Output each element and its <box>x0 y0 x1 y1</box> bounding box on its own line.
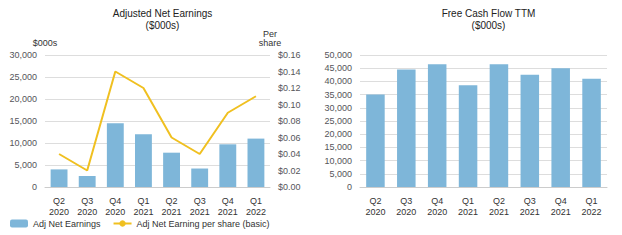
svg-text:Q2: Q2 <box>369 196 381 206</box>
svg-text:Q4: Q4 <box>109 196 121 206</box>
svg-text:10,000: 10,000 <box>9 138 37 148</box>
svg-text:Free Cash Flow TTM: Free Cash Flow TTM <box>442 8 536 19</box>
svg-text:10,000: 10,000 <box>324 156 352 166</box>
svg-text:$0.12: $0.12 <box>278 83 301 93</box>
svg-text:35,000: 35,000 <box>324 90 352 100</box>
svg-text:45,000: 45,000 <box>324 63 352 73</box>
svg-text:40,000: 40,000 <box>324 76 352 86</box>
svg-text:Adj Net Earning per share (bas: Adj Net Earning per share (basic) <box>137 219 270 229</box>
svg-text:30,000: 30,000 <box>324 103 352 113</box>
svg-text:$0.00: $0.00 <box>278 182 301 192</box>
svg-text:15,000: 15,000 <box>324 142 352 152</box>
svg-text:Q2: Q2 <box>166 196 178 206</box>
svg-text:$0.10: $0.10 <box>278 100 301 110</box>
svg-text:2020: 2020 <box>396 207 416 217</box>
svg-text:$0.02: $0.02 <box>278 166 301 176</box>
svg-text:Q3: Q3 <box>81 196 93 206</box>
svg-text:Q4: Q4 <box>222 196 234 206</box>
svg-text:5,000: 5,000 <box>329 169 352 179</box>
svg-text:2021: 2021 <box>458 207 478 217</box>
svg-text:Adjusted Net Earnings: Adjusted Net Earnings <box>113 8 213 19</box>
svg-text:50,000: 50,000 <box>324 50 352 60</box>
svg-text:2020: 2020 <box>427 207 447 217</box>
svg-text:Q4: Q4 <box>431 196 443 206</box>
svg-text:20,000: 20,000 <box>324 129 352 139</box>
svg-text:Adj Net Earnings: Adj Net Earnings <box>33 219 101 229</box>
svg-text:2021: 2021 <box>551 207 571 217</box>
svg-text:Q1: Q1 <box>586 196 598 206</box>
svg-text:2021: 2021 <box>520 207 540 217</box>
svg-text:Q2: Q2 <box>53 196 65 206</box>
svg-text:2022: 2022 <box>582 207 602 217</box>
svg-text:($000s): ($000s) <box>472 20 506 31</box>
svg-text:Q4: Q4 <box>555 196 567 206</box>
svg-text:$0.16: $0.16 <box>278 50 301 60</box>
svg-text:2020: 2020 <box>49 207 69 217</box>
svg-text:$0.14: $0.14 <box>278 67 301 77</box>
svg-text:Q3: Q3 <box>194 196 206 206</box>
svg-text:Q1: Q1 <box>250 196 262 206</box>
svg-text:2021: 2021 <box>190 207 210 217</box>
svg-text:30,000: 30,000 <box>9 50 37 60</box>
svg-text:$0.04: $0.04 <box>278 149 301 159</box>
svg-text:2020: 2020 <box>105 207 125 217</box>
svg-text:2021: 2021 <box>162 207 182 217</box>
svg-text:20,000: 20,000 <box>9 94 37 104</box>
svg-text:2020: 2020 <box>365 207 385 217</box>
svg-text:2020: 2020 <box>77 207 97 217</box>
svg-text:25,000: 25,000 <box>9 72 37 82</box>
svg-text:15,000: 15,000 <box>9 116 37 126</box>
svg-text:0: 0 <box>347 182 352 192</box>
svg-text:($000s): ($000s) <box>146 20 180 31</box>
svg-text:$000s: $000s <box>33 38 58 48</box>
svg-text:$0.06: $0.06 <box>278 133 301 143</box>
svg-text:2021: 2021 <box>133 207 153 217</box>
svg-text:Q2: Q2 <box>493 196 505 206</box>
svg-text:2021: 2021 <box>218 207 238 217</box>
svg-text:Per: Per <box>263 28 277 39</box>
svg-text:5,000: 5,000 <box>14 160 37 170</box>
svg-text:Q1: Q1 <box>462 196 474 206</box>
svg-text:25,000: 25,000 <box>324 116 352 126</box>
svg-text:Q1: Q1 <box>137 196 149 206</box>
svg-text:0: 0 <box>32 182 37 192</box>
svg-text:2022: 2022 <box>246 207 266 217</box>
svg-text:2021: 2021 <box>489 207 509 217</box>
svg-text:share: share <box>259 38 282 48</box>
svg-text:$0.08: $0.08 <box>278 116 301 126</box>
svg-text:Q3: Q3 <box>400 196 412 206</box>
svg-text:Q3: Q3 <box>524 196 536 206</box>
